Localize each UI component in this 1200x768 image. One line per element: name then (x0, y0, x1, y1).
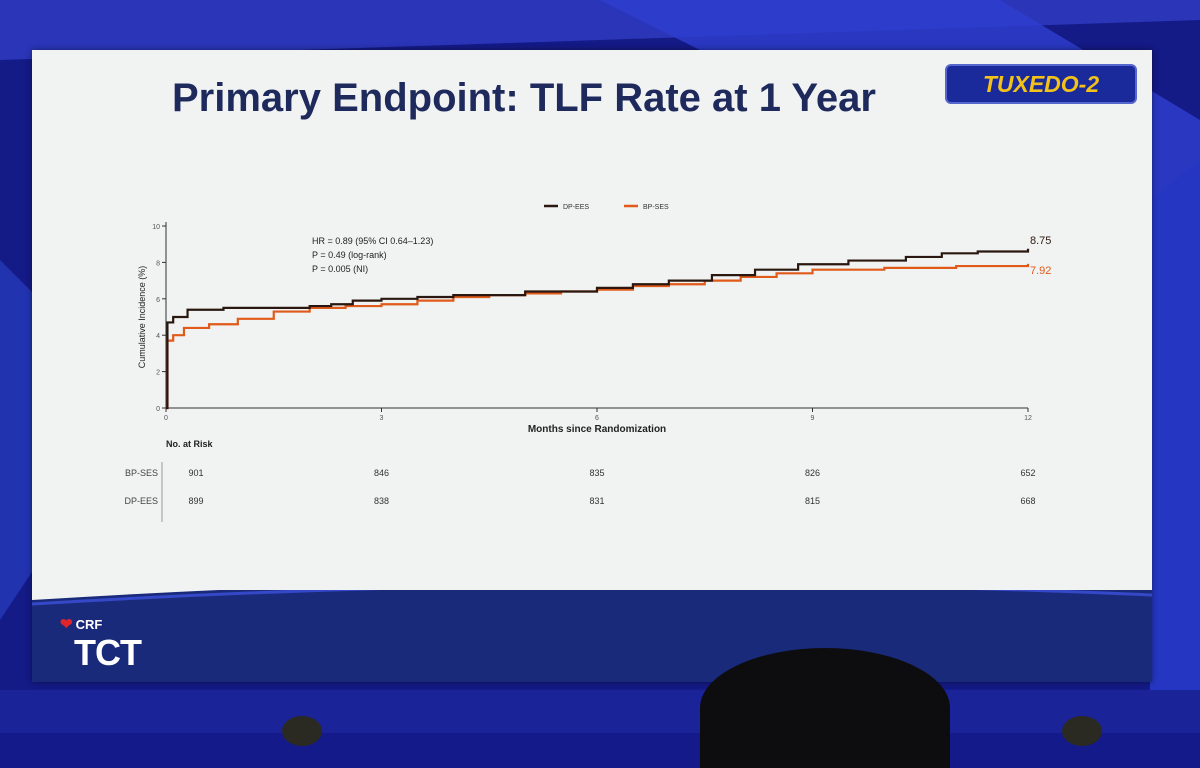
slide-title: Primary Endpoint: TLF Rate at 1 Year (172, 76, 876, 120)
series-end-label: 7.92 (1030, 265, 1051, 277)
x-tick-label: 0 (164, 415, 168, 422)
slide: Primary Endpoint: TLF Rate at 1 Year TUX… (32, 50, 1152, 682)
tct-logo: TCT (74, 632, 142, 673)
risk-value: 846 (374, 468, 389, 478)
y-axis-label: Cumulative Incidence (%) (137, 266, 147, 369)
y-tick-label: 10 (152, 224, 160, 231)
crf-logo-text: CRF (75, 616, 103, 632)
risk-value: 901 (188, 468, 203, 478)
heart-icon: ❤ (60, 616, 73, 633)
x-tick-label: 6 (595, 415, 599, 422)
x-tick-label: 12 (1024, 415, 1032, 422)
footer-band (32, 590, 1152, 682)
audience-head-silhouette (700, 648, 950, 768)
series-line-bp-ses (166, 263, 1030, 410)
risk-row-label: DP-EES (124, 496, 158, 506)
risk-table-header: No. at Risk (166, 439, 214, 449)
kaplan-meier-chart: 0 2 4 6 8 10 0 3 6 9 12 Months since Randomization… (124, 204, 1051, 522)
audience-head-silhouette (1062, 716, 1102, 746)
x-tick-label: 3 (380, 415, 384, 422)
risk-value: 835 (589, 468, 604, 478)
risk-value: 652 (1020, 468, 1035, 478)
crf-logo: ❤ CRF (60, 615, 102, 633)
risk-value: 838 (374, 496, 389, 506)
y-tick-label: 4 (156, 333, 160, 340)
y-tick-label: 0 (156, 406, 160, 413)
legend-entry: DP-EES (563, 204, 589, 211)
y-tick-label: 2 (156, 370, 160, 377)
series-end-label: 8.75 (1030, 235, 1051, 247)
x-axis-label: Months since Randomization (528, 424, 666, 435)
risk-row-label: BP-SES (125, 468, 158, 478)
series-line-dp-ees (166, 248, 1030, 410)
stat-annotation: P = 0.49 (log-rank) (312, 250, 387, 260)
legend-entry: BP-SES (643, 204, 669, 211)
risk-value: 831 (589, 496, 604, 506)
audience-head-silhouette (282, 716, 322, 746)
y-tick-label: 6 (156, 297, 160, 304)
stat-annotation: HR = 0.89 (95% CI 0.64–1.23) (312, 236, 433, 246)
risk-value: 899 (188, 496, 203, 506)
x-tick-label: 9 (811, 415, 815, 422)
y-tick-label: 8 (156, 260, 160, 267)
stat-annotation: P = 0.005 (NI) (312, 264, 368, 274)
trial-badge: TUXEDO-2 (945, 64, 1137, 104)
risk-value: 668 (1020, 496, 1035, 506)
risk-value: 815 (805, 496, 820, 506)
risk-value: 826 (805, 468, 820, 478)
